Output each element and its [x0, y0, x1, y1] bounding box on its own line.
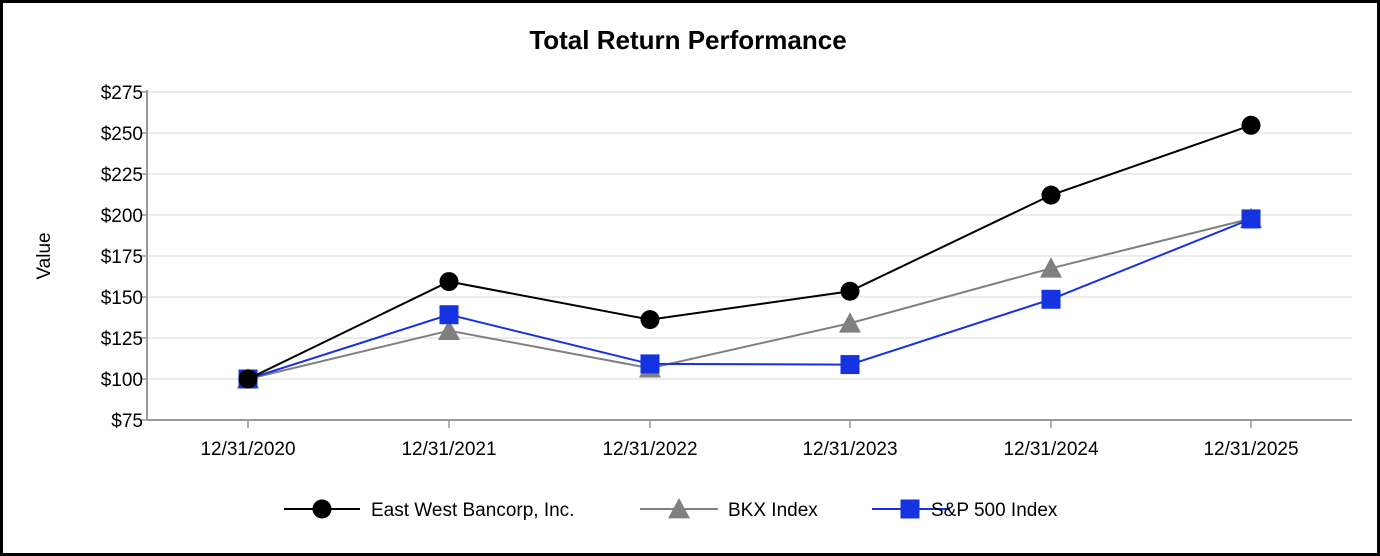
data-point — [1041, 185, 1061, 205]
legend-marker — [312, 499, 332, 519]
x-tick-label: 12/31/2020 — [200, 439, 295, 460]
legend-label: S&P 500 Index — [931, 500, 1058, 521]
x-axis-ticks: 12/31/2020 12/31/2021 12/31/2022 12/31/2023… — [200, 420, 1299, 460]
axes — [146, 90, 1352, 421]
x-tick-label: 12/31/2023 — [802, 439, 897, 460]
y-axis-ticks: $75 $100 $125 $150 $175 $200 $225 $250 $275 — [101, 83, 147, 432]
legend-item: BKX Index — [640, 498, 818, 521]
series-group — [237, 115, 1262, 389]
data-point — [1241, 115, 1261, 135]
data-point — [1040, 257, 1062, 278]
chart-title: Total Return Performance — [529, 25, 846, 55]
data-point — [840, 355, 860, 375]
data-point — [839, 312, 861, 333]
x-tick-label: 12/31/2024 — [1003, 439, 1099, 460]
x-tick-label: 12/31/2025 — [1203, 439, 1298, 460]
series-line — [247, 218, 1252, 380]
y-tick-label: $100 — [101, 370, 143, 391]
legend-marker — [668, 498, 690, 519]
data-point — [640, 310, 660, 330]
data-point — [439, 305, 459, 325]
legend-item: S&P 500 Index — [872, 499, 1058, 521]
data-point — [840, 281, 860, 301]
legend-item: East West Bancorp, Inc. — [284, 499, 574, 521]
series-east-west-bancorp-inc — [238, 115, 1261, 389]
y-tick-label: $200 — [101, 206, 143, 227]
data-point — [640, 354, 660, 374]
series-s-p-500-index — [238, 209, 1261, 389]
y-axis-label: Value — [34, 232, 55, 279]
series-bkx-index — [237, 207, 1262, 389]
x-tick-label: 12/31/2021 — [401, 439, 496, 460]
legend-label: BKX Index — [728, 500, 818, 521]
data-point — [1041, 289, 1061, 309]
data-point — [438, 319, 460, 340]
legend-label: East West Bancorp, Inc. — [371, 500, 574, 521]
y-tick-label: $225 — [101, 165, 143, 186]
y-tick-label: $175 — [101, 247, 143, 268]
y-tick-label: $275 — [101, 83, 143, 104]
legend: East West Bancorp, Inc. BKX Index S&P 500 … — [284, 498, 1058, 521]
x-tick-label: 12/31/2022 — [602, 439, 697, 460]
y-tick-label: $250 — [101, 124, 143, 145]
y-tick-label: $125 — [101, 329, 143, 350]
legend-marker — [900, 499, 920, 519]
series-line — [247, 217, 1252, 380]
data-point — [238, 369, 258, 389]
series-line — [247, 124, 1252, 380]
y-tick-label: $150 — [101, 288, 143, 309]
y-tick-label: $75 — [111, 411, 143, 432]
gridlines — [147, 91, 1352, 380]
data-point — [1241, 209, 1261, 229]
data-point — [439, 272, 459, 292]
